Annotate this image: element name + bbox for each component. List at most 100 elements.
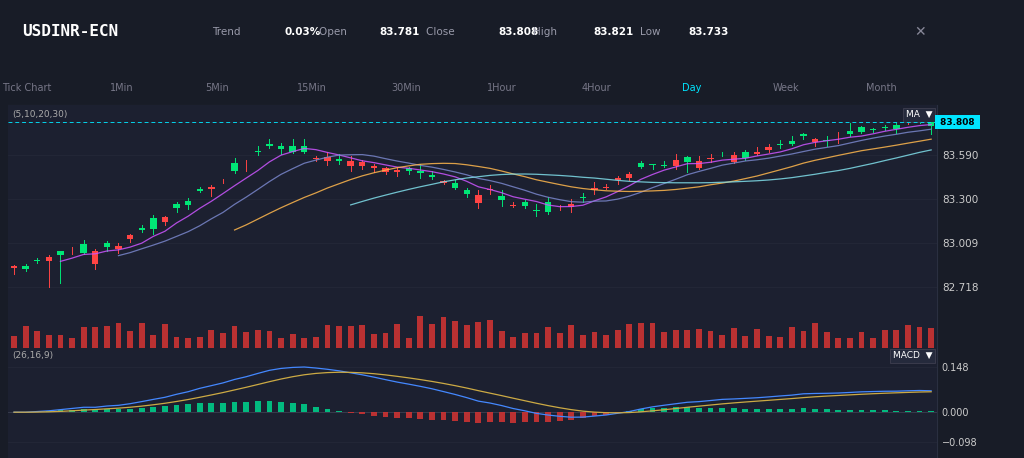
Bar [731, 328, 736, 348]
Bar [801, 134, 807, 136]
Bar [81, 327, 87, 348]
Bar [197, 337, 203, 348]
Bar [673, 160, 679, 166]
Bar [754, 329, 760, 348]
Bar [162, 217, 168, 222]
Text: Day: Day [682, 83, 701, 93]
Bar [23, 266, 29, 269]
Bar [568, 204, 574, 207]
Text: (26,16,9): (26,16,9) [12, 351, 53, 360]
Bar [209, 403, 214, 412]
Bar [46, 335, 52, 348]
Bar [638, 409, 644, 412]
Bar [336, 159, 342, 161]
Bar [220, 403, 226, 412]
Bar [847, 338, 853, 348]
Bar [719, 408, 725, 412]
Bar [406, 168, 412, 170]
Text: ✕: ✕ [914, 25, 926, 39]
Bar [823, 140, 829, 141]
Bar [464, 412, 470, 422]
Bar [614, 330, 621, 348]
Bar [464, 326, 470, 348]
Bar [162, 324, 168, 348]
Bar [475, 412, 481, 423]
Bar [777, 144, 783, 145]
Text: 4Hour: 4Hour [582, 83, 611, 93]
Bar [905, 410, 910, 412]
Bar [139, 408, 144, 412]
Bar [684, 407, 690, 412]
Bar [742, 153, 749, 158]
Bar [499, 331, 505, 348]
Bar [893, 330, 899, 348]
Bar [359, 325, 366, 348]
Bar [858, 410, 864, 412]
Bar [151, 335, 157, 348]
Bar [777, 409, 783, 412]
Bar [279, 338, 284, 348]
Bar [510, 337, 516, 348]
Bar [626, 174, 633, 178]
Bar [603, 335, 609, 348]
Bar [231, 163, 238, 171]
Bar [417, 171, 424, 173]
Bar [893, 125, 899, 129]
Bar [440, 180, 446, 183]
Bar [882, 330, 888, 348]
Text: 83.808: 83.808 [937, 118, 978, 127]
Bar [92, 410, 98, 412]
Bar [209, 330, 214, 348]
Bar [394, 324, 400, 348]
Bar [534, 412, 540, 422]
Bar [81, 409, 87, 412]
Bar [313, 407, 318, 412]
Bar [836, 410, 841, 412]
Bar [35, 332, 40, 348]
Bar [290, 146, 296, 152]
Bar [244, 402, 249, 412]
Bar [475, 322, 481, 348]
Bar [197, 403, 203, 412]
Bar [557, 333, 562, 348]
Bar [57, 251, 63, 255]
Bar [870, 410, 876, 412]
Bar [545, 412, 551, 422]
Bar [429, 175, 435, 177]
Bar [325, 157, 331, 161]
Bar [127, 331, 133, 348]
Bar [440, 412, 446, 420]
Bar [847, 410, 853, 412]
Bar [371, 334, 377, 348]
Bar [788, 141, 795, 144]
Bar [614, 178, 621, 180]
Bar [266, 401, 272, 412]
Bar [801, 409, 806, 412]
Bar [638, 163, 644, 167]
Bar [882, 410, 888, 412]
Bar [708, 331, 714, 348]
Bar [522, 333, 527, 348]
Bar [487, 320, 493, 348]
Text: 83.821: 83.821 [593, 27, 634, 37]
Text: Close: Close [426, 27, 458, 37]
Bar [534, 333, 540, 348]
Bar [453, 321, 458, 348]
Bar [429, 324, 435, 348]
Text: 83.781: 83.781 [380, 27, 420, 37]
Bar [313, 337, 318, 348]
Bar [290, 334, 296, 348]
Text: USDINR-ECN: USDINR-ECN [23, 24, 119, 39]
Bar [162, 406, 168, 412]
Bar [545, 202, 551, 212]
Bar [325, 325, 331, 348]
Bar [11, 336, 17, 348]
Bar [928, 411, 934, 412]
Text: Tick Chart: Tick Chart [2, 83, 51, 93]
Bar [11, 266, 17, 268]
Bar [301, 404, 307, 412]
Bar [348, 412, 353, 413]
Bar [371, 166, 377, 168]
Text: 1Min: 1Min [110, 83, 133, 93]
Bar [418, 316, 423, 348]
